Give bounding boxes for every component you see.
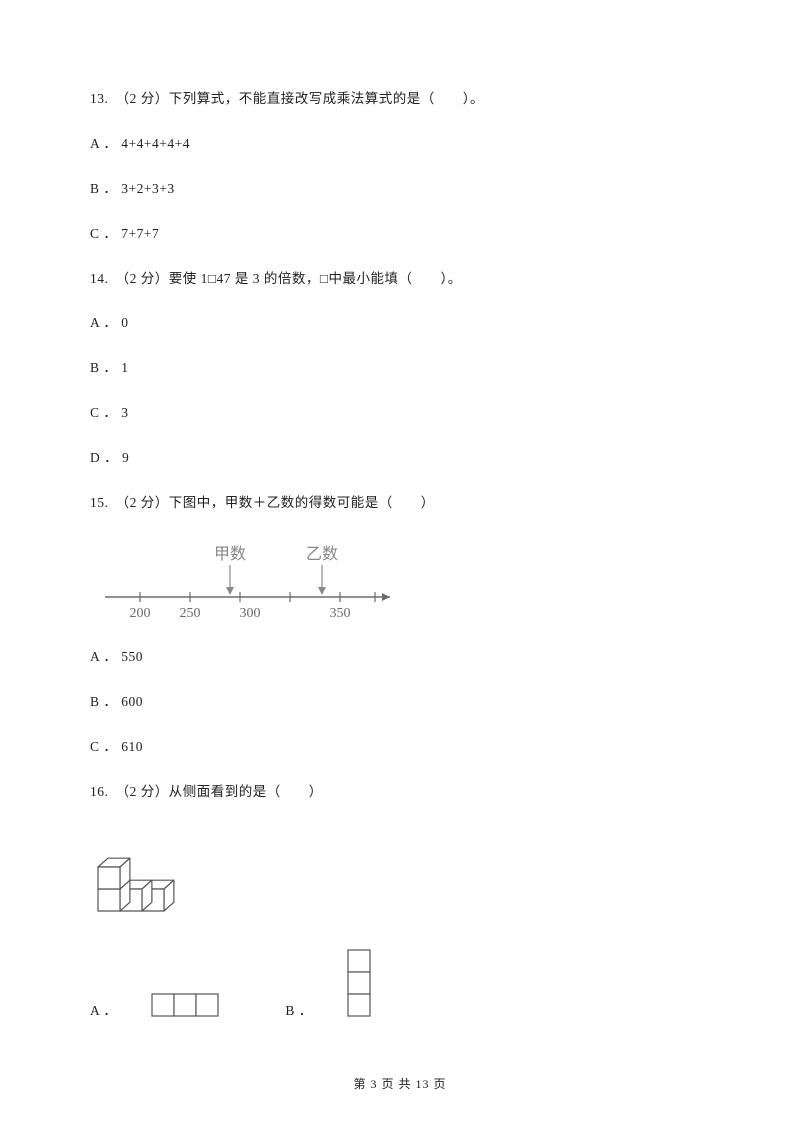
q15-figure: 200 250 300 350 甲数 乙数 bbox=[90, 539, 710, 624]
q13-text: 13. （2 分）下列算式，不能直接改写成乘法算式的是（ ）。 bbox=[90, 90, 710, 109]
q14-opt-a: A ． 0 bbox=[90, 314, 710, 333]
q16-text: 16. （2 分）从侧面看到的是（ ） bbox=[90, 783, 710, 802]
q14-text: 14. （2 分）要使 1□47 是 3 的倍数，□中最小能填（ ）。 bbox=[90, 270, 710, 289]
q16-solid bbox=[90, 827, 710, 917]
q16-opt-b-figure bbox=[345, 947, 373, 1019]
q14-opt-d: D ． 9 bbox=[90, 449, 710, 468]
q16-options-row: A ． B ． bbox=[90, 947, 710, 1019]
svg-text:250: 250 bbox=[180, 606, 201, 621]
q15-text: 15. （2 分）下图中，甲数＋乙数的得数可能是（ ） bbox=[90, 494, 710, 513]
page-footer: 第 3 页 共 13 页 bbox=[0, 1075, 800, 1092]
q16-opt-a-label: A ． bbox=[90, 999, 117, 1019]
q13-opt-a: A ． 4+4+4+4+4 bbox=[90, 135, 710, 154]
page: 13. （2 分）下列算式，不能直接改写成乘法算式的是（ ）。 A ． 4+4+… bbox=[0, 0, 800, 1132]
svg-text:200: 200 bbox=[130, 606, 151, 621]
number-line-svg: 200 250 300 350 甲数 乙数 bbox=[90, 539, 400, 624]
q13-opt-c: C ． 7+7+7 bbox=[90, 225, 710, 244]
q14-opt-c: C ． 3 bbox=[90, 404, 710, 423]
q15-opt-b: B ． 600 bbox=[90, 693, 710, 712]
q16-opt-a-figure bbox=[149, 991, 221, 1019]
q13-opt-b: B ． 3+2+3+3 bbox=[90, 180, 710, 199]
svg-text:350: 350 bbox=[330, 606, 351, 621]
isometric-cubes-svg bbox=[90, 827, 210, 917]
svg-text:乙数: 乙数 bbox=[306, 545, 338, 563]
q16-opt-b-label: B ． bbox=[285, 999, 312, 1019]
q14-opt-b: B ． 1 bbox=[90, 359, 710, 378]
svg-text:300: 300 bbox=[240, 606, 261, 621]
q15-opt-a: A ． 550 bbox=[90, 648, 710, 667]
svg-text:甲数: 甲数 bbox=[214, 545, 246, 563]
q15-opt-c: C ． 610 bbox=[90, 738, 710, 757]
